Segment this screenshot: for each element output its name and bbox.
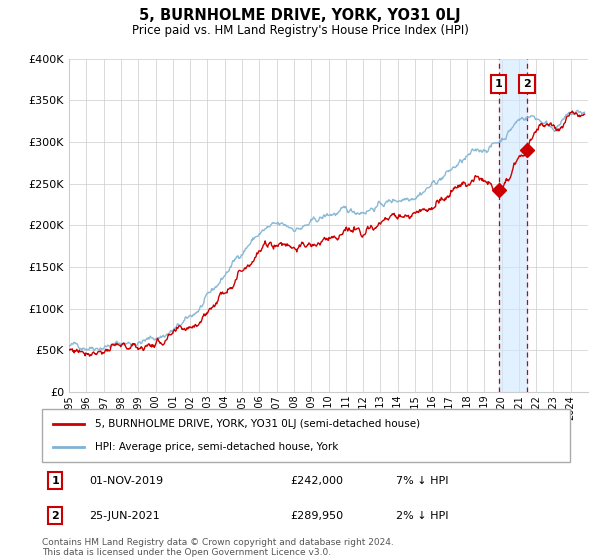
Text: 7% ↓ HPI: 7% ↓ HPI: [396, 476, 448, 486]
Text: 2% ↓ HPI: 2% ↓ HPI: [396, 511, 448, 521]
Text: 1: 1: [52, 476, 59, 486]
Text: Contains HM Land Registry data © Crown copyright and database right 2024.
This d: Contains HM Land Registry data © Crown c…: [42, 538, 394, 557]
Bar: [499, 59, 527, 392]
Text: 2: 2: [523, 79, 531, 89]
Text: HPI: Average price, semi-detached house, York: HPI: Average price, semi-detached house,…: [95, 442, 338, 452]
Text: Price paid vs. HM Land Registry's House Price Index (HPI): Price paid vs. HM Land Registry's House …: [131, 24, 469, 36]
Text: 5, BURNHOLME DRIVE, YORK, YO31 0LJ (semi-detached house): 5, BURNHOLME DRIVE, YORK, YO31 0LJ (semi…: [95, 419, 420, 429]
Text: 2: 2: [52, 511, 59, 521]
Text: £289,950: £289,950: [290, 511, 343, 521]
FancyBboxPatch shape: [42, 409, 570, 462]
Text: £242,000: £242,000: [290, 476, 343, 486]
Text: 5, BURNHOLME DRIVE, YORK, YO31 0LJ: 5, BURNHOLME DRIVE, YORK, YO31 0LJ: [139, 8, 461, 24]
Text: 25-JUN-2021: 25-JUN-2021: [89, 511, 160, 521]
Text: 1: 1: [494, 79, 502, 89]
Text: 01-NOV-2019: 01-NOV-2019: [89, 476, 164, 486]
